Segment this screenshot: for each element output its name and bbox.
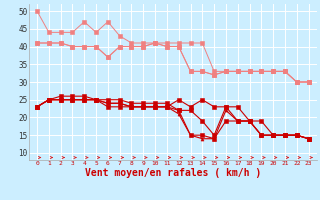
X-axis label: Vent moyen/en rafales ( km/h ): Vent moyen/en rafales ( km/h ) <box>85 168 261 178</box>
